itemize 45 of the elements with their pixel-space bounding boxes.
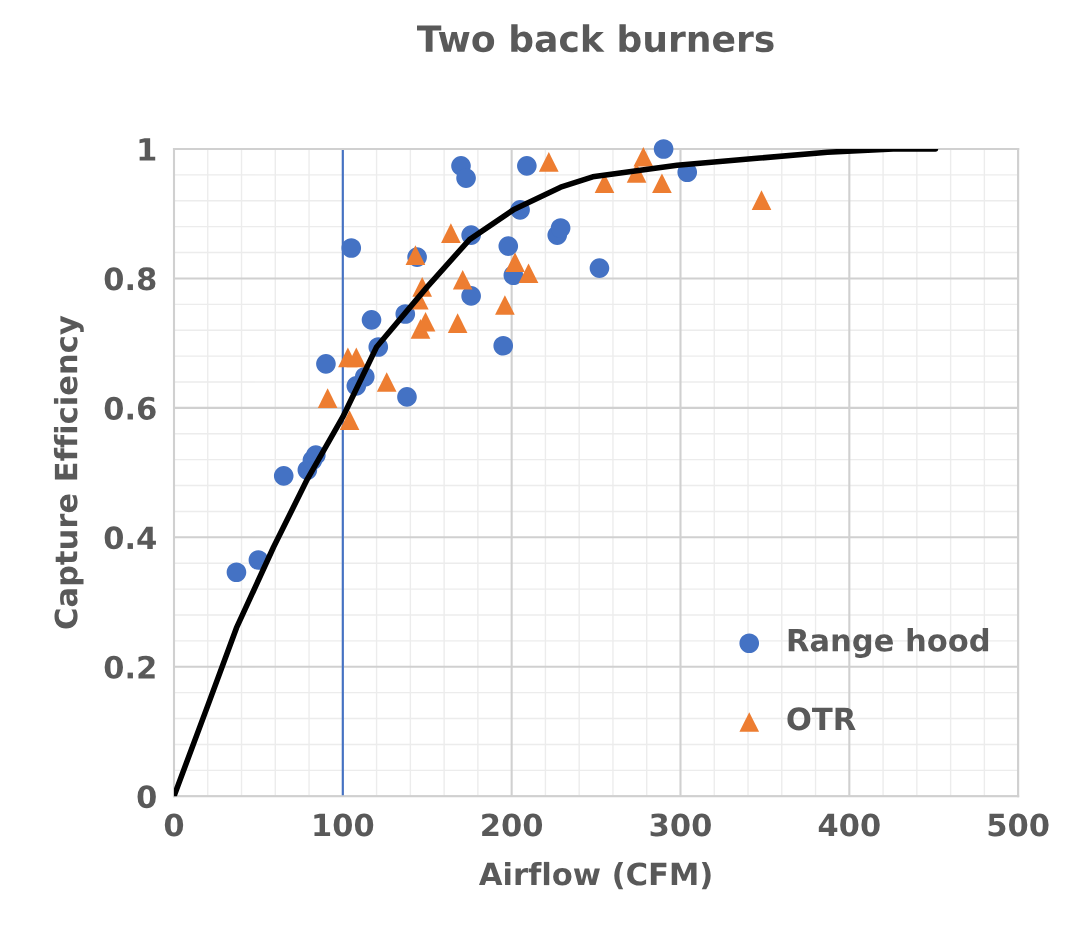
x-tick-label: 400 (818, 813, 880, 837)
chart-title: Two back burners (417, 24, 774, 53)
point (633, 146, 654, 167)
point (652, 173, 672, 194)
point (538, 152, 559, 172)
point (317, 388, 338, 408)
y-tick-label: 0.8 (104, 267, 156, 291)
point (461, 286, 481, 306)
point (517, 156, 537, 176)
point (346, 347, 367, 368)
point (589, 258, 610, 278)
x-tick-label: 0 (164, 813, 184, 837)
y-tick-label: 1 (139, 138, 156, 161)
point (441, 223, 461, 243)
x-tick-label: 500 (988, 813, 1049, 837)
point (493, 335, 514, 356)
point (653, 139, 674, 159)
point (376, 372, 397, 392)
point (505, 252, 525, 273)
point (341, 238, 362, 258)
x-tick-label: 100 (314, 813, 374, 837)
y-tick-label: 0.4 (104, 526, 156, 550)
point (495, 295, 515, 315)
point (226, 562, 247, 583)
point (550, 218, 571, 238)
legend-label: OTR (787, 707, 856, 731)
y-tick-label: 0.6 (104, 396, 156, 420)
x-tick-label: 300 (650, 813, 711, 837)
legend-label: Range hood (788, 628, 989, 658)
y-axis-title: Capture Efficiency (53, 315, 84, 629)
point (447, 313, 468, 333)
point (273, 466, 294, 486)
point (397, 387, 417, 407)
y-tick-label: 0 (137, 785, 156, 809)
point (361, 310, 382, 330)
x-axis-title: Airflow (CFM) (478, 861, 711, 890)
point (518, 263, 539, 284)
point (751, 190, 772, 210)
y-tick-label: 0.2 (104, 655, 155, 679)
point (339, 410, 360, 430)
point (498, 236, 519, 256)
point (316, 354, 336, 374)
point (452, 269, 473, 290)
x-tick-label: 200 (482, 813, 543, 837)
point (456, 168, 476, 188)
